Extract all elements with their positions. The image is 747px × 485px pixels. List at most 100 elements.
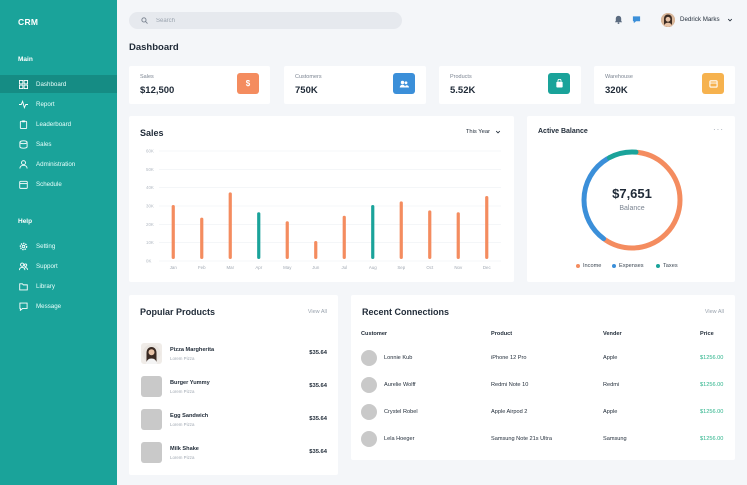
product-image <box>141 376 162 397</box>
donut-segment-expenses[interactable] <box>581 149 683 251</box>
list-item[interactable]: Milk Shake Lorem Pizza $35.64 <box>141 442 327 464</box>
column-header-customer: Customer <box>361 331 388 337</box>
stat-label: Warehouse <box>605 74 633 80</box>
donut-segment-taxes[interactable] <box>581 149 683 251</box>
users-icon <box>18 261 28 271</box>
product-name: Pizza Margherita <box>170 347 215 353</box>
sidebar-item-leaderboard[interactable]: Leaderboard <box>0 115 117 133</box>
search-input[interactable] <box>156 17 376 24</box>
bar-oct[interactable] <box>428 210 432 259</box>
cell-customer: Crystel Robel <box>384 409 418 415</box>
cell-price: $1256.00 <box>700 382 724 388</box>
cell-price: $1256.00 <box>700 355 724 361</box>
dollar-icon: $ <box>237 73 259 94</box>
legend-dot <box>576 264 580 268</box>
balance-card: Active Balance ··· $7,651 Balance <box>527 116 735 282</box>
stat-card-products[interactable]: Products 5.52K <box>439 66 581 104</box>
cell-vender: Apple <box>603 409 618 415</box>
chevron-down-icon[interactable] <box>727 17 733 23</box>
product-price: $35.64 <box>309 350 327 356</box>
avatar[interactable] <box>661 13 675 27</box>
search-bar[interactable] <box>129 12 402 29</box>
sidebar-item-administration[interactable]: Administration <box>0 155 117 173</box>
bar-apr[interactable] <box>257 212 261 259</box>
cell-product: Samsung Note 21s Ultra <box>491 436 552 442</box>
avatar <box>361 350 377 366</box>
sidebar-item-label: Schedule <box>36 180 62 188</box>
cell-customer: Lela Hoeger <box>384 436 415 442</box>
list-item[interactable]: Egg Sandwich Lorem Pizza $35.64 <box>141 409 327 431</box>
users-icon <box>393 73 415 94</box>
sidebar-item-setting[interactable]: Setting <box>0 237 117 255</box>
list-item[interactable]: Pizza Margherita Lorem Pizza $35.64 <box>141 343 327 365</box>
bar-dec[interactable] <box>485 196 489 259</box>
cell-customer: Aurelie Wolff <box>384 382 416 388</box>
sidebar-item-dashboard[interactable]: Dashboard <box>0 75 117 93</box>
cell-product: iPhone 12 Pro <box>491 355 527 361</box>
bar-jul[interactable] <box>342 215 346 259</box>
x-tick-label: Aug <box>369 265 377 270</box>
user-name[interactable]: Dedrick Marks <box>680 16 720 23</box>
sidebar-item-label: Report <box>36 100 55 108</box>
stat-value: 5.52K <box>450 85 476 96</box>
bar-mar[interactable] <box>228 192 232 259</box>
product-price: $35.64 <box>309 416 327 422</box>
sidebar-item-label: Administration <box>36 160 76 168</box>
chat-icon[interactable] <box>632 15 641 24</box>
stat-value: $12,500 <box>140 85 175 96</box>
app-logo[interactable]: CRM <box>18 17 39 27</box>
stat-card-warehouse[interactable]: Warehouse 320K <box>594 66 735 104</box>
sidebar-item-sales[interactable]: Sales <box>0 135 117 153</box>
bell-icon[interactable] <box>614 15 623 24</box>
sidebar-item-label: Dashboard <box>36 80 67 88</box>
bar-feb[interactable] <box>200 217 204 259</box>
bar-may[interactable] <box>285 221 289 259</box>
list-item[interactable]: Burger Yummy Lorem Pizza $35.64 <box>141 376 327 398</box>
chevron-down-icon <box>495 130 501 134</box>
y-tick-label: 50K <box>146 167 154 172</box>
product-subtitle: Lorem Pizza <box>170 356 195 361</box>
cell-product: Apple Airpod 2 <box>491 409 528 415</box>
avatar <box>361 431 377 447</box>
stat-card-sales[interactable]: Sales $12,500 $ <box>129 66 270 104</box>
cell-vender: Samsung <box>603 436 627 442</box>
bar-jan[interactable] <box>171 205 175 259</box>
donut-segment-income[interactable] <box>581 149 683 251</box>
sidebar-item-label: Library <box>36 282 55 290</box>
stat-value: 320K <box>605 85 628 96</box>
column-header-product: Product <box>491 331 513 337</box>
stat-card-customers[interactable]: Customers 750K <box>284 66 426 104</box>
sidebar-section-help: Help <box>18 218 33 225</box>
stat-label: Customers <box>295 74 322 80</box>
product-image <box>141 343 162 364</box>
popular-products-card: Popular Products View All Pizza Margheri… <box>129 295 338 475</box>
gear-icon <box>18 241 28 251</box>
sidebar-item-message[interactable]: Message <box>0 297 117 315</box>
view-all-link[interactable]: View All <box>704 309 724 315</box>
x-tick-label: Oct <box>426 265 434 270</box>
view-all-link[interactable]: View All <box>307 309 327 315</box>
cell-vender: Redmi <box>603 382 620 388</box>
bar-nov[interactable] <box>456 212 460 259</box>
x-tick-label: Jan <box>170 265 178 270</box>
x-tick-label: Dec <box>483 265 492 270</box>
legend-taxes: Taxes <box>656 263 678 269</box>
y-tick-label: 40K <box>146 185 154 190</box>
bar-aug[interactable] <box>371 205 375 259</box>
bar-jun[interactable] <box>314 241 318 259</box>
sidebar-item-support[interactable]: Support <box>0 257 117 275</box>
sidebar-item-report[interactable]: Report <box>0 95 117 113</box>
dashboard-icon <box>18 79 28 89</box>
cell-product: Redmi Note 10 <box>491 382 529 388</box>
balance-amount: $7,651 <box>612 186 652 201</box>
y-tick-label: 30K <box>146 204 154 209</box>
x-tick-label: May <box>283 265 292 270</box>
cell-price: $1256.00 <box>700 436 724 442</box>
balance-donut-chart <box>581 149 683 251</box>
period-select[interactable]: This Year <box>466 129 501 135</box>
bar-sep[interactable] <box>399 201 403 259</box>
more-icon[interactable]: ··· <box>713 125 724 134</box>
stat-label: Sales <box>140 74 154 80</box>
sidebar-item-schedule[interactable]: Schedule <box>0 175 117 193</box>
sidebar-item-library[interactable]: Library <box>0 277 117 295</box>
